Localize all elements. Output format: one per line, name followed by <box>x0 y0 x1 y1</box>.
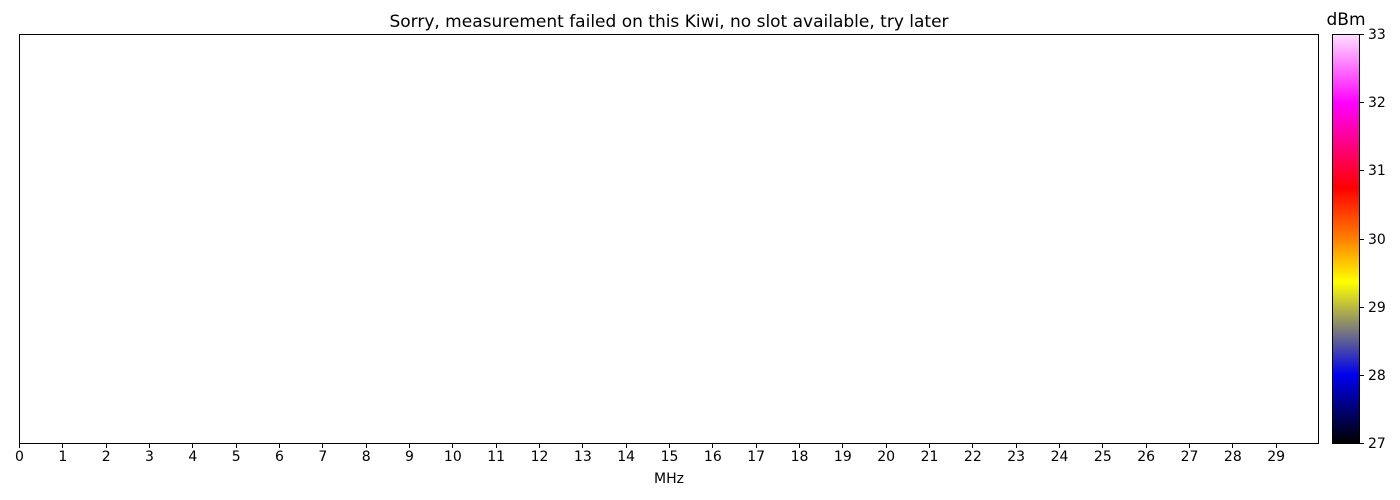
colorbar-gradient <box>1332 34 1360 444</box>
x-tick-mark <box>1189 444 1190 448</box>
x-tick-label: 3 <box>145 449 154 465</box>
x-tick-mark <box>235 444 237 448</box>
x-tick-label: 25 <box>1093 449 1112 465</box>
x-tick-mark <box>712 444 714 448</box>
x-tick-mark <box>625 444 627 448</box>
x-tick-label: 9 <box>405 449 414 465</box>
x-tick-mark <box>279 444 280 448</box>
colorbar-label: dBm <box>1326 10 1366 30</box>
colorbar-tick-mark <box>1360 307 1364 308</box>
x-tick-mark <box>365 444 367 448</box>
x-tick-label: 7 <box>318 449 328 465</box>
x-tick-mark <box>582 444 584 448</box>
x-tick-label: 24 <box>1050 449 1069 465</box>
x-tick-mark <box>409 444 410 448</box>
x-tick-label: 27 <box>1180 449 1199 465</box>
x-tick-mark <box>929 444 930 448</box>
x-tick-label: 28 <box>1223 449 1242 465</box>
x-tick-mark <box>539 444 540 448</box>
colorbar-tick-label: 27 <box>1368 435 1386 452</box>
x-tick-mark <box>1232 444 1234 448</box>
colorbar-tick-label: 30 <box>1368 231 1386 248</box>
x-tick-mark <box>755 444 757 448</box>
colorbar-tick-label: 28 <box>1368 367 1386 384</box>
x-tick-label: 12 <box>530 449 549 465</box>
colorbar-tick-label: 33 <box>1368 26 1386 43</box>
x-tick-mark <box>322 444 324 448</box>
x-tick-label: 1 <box>58 449 68 465</box>
x-tick-label: 4 <box>188 449 198 465</box>
x-tick-label: 17 <box>747 449 766 465</box>
colorbar-tick-mark <box>1360 170 1364 171</box>
x-tick-mark <box>19 444 20 448</box>
x-tick-label: 26 <box>1137 449 1156 465</box>
chart-title: Sorry, measurement failed on this Kiwi, … <box>389 12 949 32</box>
x-tick-mark <box>1275 444 1277 448</box>
x-tick-label: 8 <box>361 449 371 465</box>
x-tick-mark <box>669 444 670 448</box>
plot-area <box>19 34 1319 444</box>
x-tick-label: 13 <box>573 449 592 465</box>
colorbar-tick-mark <box>1360 102 1364 103</box>
colorbar-tick-mark <box>1360 239 1364 240</box>
x-tick-mark <box>972 444 974 448</box>
x-tick-mark <box>105 444 107 448</box>
x-tick-label: 20 <box>877 449 896 465</box>
colorbar-tick-mark <box>1360 34 1364 35</box>
x-tick-mark <box>62 444 64 448</box>
x-tick-label: 21 <box>920 449 939 465</box>
x-tick-mark <box>1102 444 1104 448</box>
x-tick-label: 11 <box>487 449 506 465</box>
colorbar-tick-label: 31 <box>1368 162 1386 179</box>
x-tick-label: 10 <box>443 449 462 465</box>
colorbar-tick-label: 29 <box>1368 299 1386 316</box>
x-tick-label: 29 <box>1267 449 1286 465</box>
colorbar-axis: 33 32 31 30 29 28 27 <box>1332 28 1392 451</box>
x-axis-label: MHz <box>654 471 684 487</box>
x-axis: 0 1 2 3 4 5 6 7 8 9 10 11 12 13 14 15 16 17 18 19 20 21 22 23 24… <box>15 443 1319 473</box>
x-tick-mark <box>1145 444 1147 448</box>
x-tick-label: 15 <box>660 449 679 465</box>
x-tick-mark <box>1015 444 1017 448</box>
x-tick-mark <box>149 444 150 448</box>
x-tick-mark <box>452 444 454 448</box>
x-tick-label: 0 <box>15 449 24 465</box>
x-tick-label: 2 <box>101 449 111 465</box>
x-tick-mark <box>799 444 800 448</box>
x-tick-mark <box>495 444 497 448</box>
x-tick-mark <box>842 444 844 448</box>
x-tick-label: 14 <box>617 449 636 465</box>
x-tick-label: 19 <box>833 449 852 465</box>
x-tick-mark <box>885 444 887 448</box>
x-tick-label: 22 <box>963 449 982 465</box>
x-tick-mark <box>1059 444 1060 448</box>
colorbar-tick-mark <box>1360 443 1364 444</box>
x-tick-label: 6 <box>275 449 284 465</box>
x-tick-label: 16 <box>703 449 722 465</box>
x-tick-label: 5 <box>231 449 241 465</box>
x-tick-mark <box>192 444 194 448</box>
colorbar-tick-label: 32 <box>1368 94 1386 111</box>
x-tick-label: 18 <box>790 449 809 465</box>
colorbar-tick-mark <box>1360 375 1364 376</box>
x-tick-label: 23 <box>1007 449 1026 465</box>
